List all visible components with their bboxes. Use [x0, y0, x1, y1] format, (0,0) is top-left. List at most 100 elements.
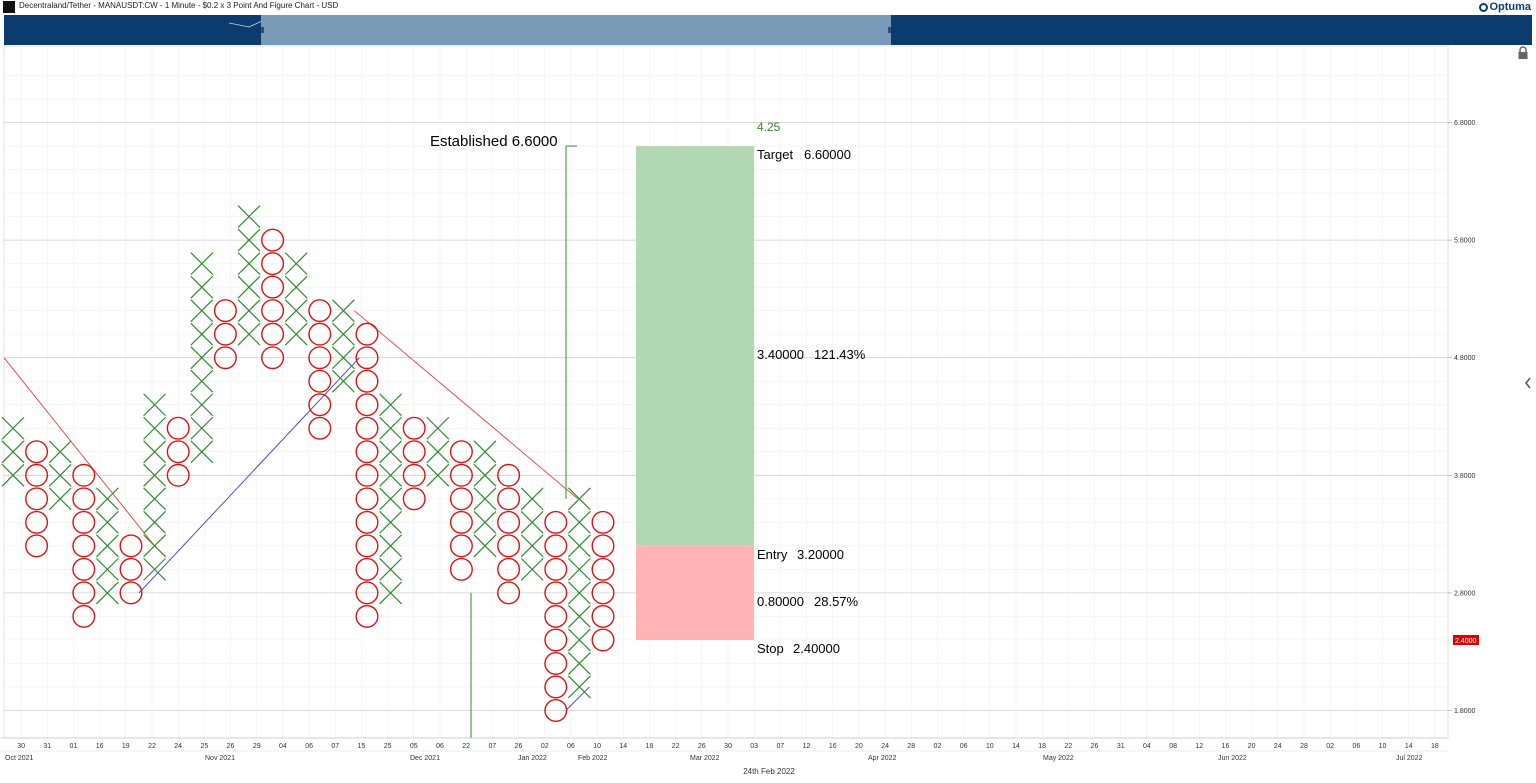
- x-mark: [379, 510, 403, 534]
- o-mark: [544, 651, 568, 675]
- x-tick-label: 14: [1405, 743, 1413, 750]
- o-mark: [72, 534, 96, 558]
- vertical-count-line: [470, 145, 577, 738]
- x-tick-label: 22: [462, 743, 470, 750]
- x-tick-label: 20: [855, 743, 863, 750]
- x-mark: [379, 393, 403, 417]
- x-mark: [143, 557, 167, 581]
- pnf-column: [1, 416, 25, 487]
- pnf-column: [544, 510, 568, 723]
- x-mark: [237, 299, 261, 323]
- x-mark: [567, 652, 591, 675]
- x-tick-label: 18: [1038, 743, 1046, 750]
- x-mark: [379, 557, 403, 581]
- x-mark: [379, 463, 403, 487]
- x-tick-label: 06: [436, 743, 444, 750]
- x-mark: [190, 369, 214, 393]
- x-tick-label: 20: [1248, 743, 1256, 750]
- x-mark: [190, 416, 214, 440]
- o-mark: [449, 463, 473, 487]
- o-mark: [308, 322, 332, 346]
- x-tick-label: 05: [410, 743, 418, 750]
- footer-date: 24th Feb 2022: [743, 767, 795, 776]
- x-tick-label: 14: [1012, 743, 1020, 750]
- x-mark: [567, 628, 591, 652]
- x-mark: [143, 393, 167, 417]
- app-icon[interactable]: [3, 1, 15, 13]
- o-mark: [72, 581, 96, 605]
- entry-value: 3.20000: [797, 547, 844, 562]
- x-month-label: Jun 2022: [1218, 755, 1247, 762]
- o-mark: [544, 604, 568, 628]
- y-tick-label: 4.8000: [1454, 355, 1476, 362]
- o-mark: [355, 510, 379, 534]
- x-month-label: Oct 2021: [5, 755, 34, 762]
- navigator-scrollbar[interactable]: [4, 15, 1532, 45]
- navigator-window[interactable]: [261, 15, 891, 45]
- x-tick-label: 07: [776, 743, 784, 750]
- o-mark: [213, 346, 237, 370]
- x-tick-label: 14: [619, 743, 627, 750]
- navigator-left-handle[interactable]: [261, 27, 264, 33]
- target-label: Target: [757, 147, 794, 162]
- x-mark: [95, 581, 119, 605]
- x-mark: [190, 299, 214, 323]
- o-mark: [355, 369, 379, 393]
- o-mark: [261, 228, 285, 252]
- risk-percent: 28.57%: [814, 594, 859, 609]
- o-mark: [25, 487, 49, 511]
- lock-icon[interactable]: [1516, 46, 1530, 60]
- x-mark: [190, 346, 214, 370]
- x-tick-label: 04: [1143, 743, 1151, 750]
- o-mark: [402, 440, 426, 464]
- x-tick-label: 07: [488, 743, 496, 750]
- navigator-right-handle[interactable]: [888, 27, 891, 33]
- o-mark: [25, 510, 49, 534]
- x-mark: [473, 510, 497, 534]
- x-mark: [143, 510, 167, 534]
- x-tick-label: 30: [17, 743, 25, 750]
- o-mark: [449, 440, 473, 464]
- x-mark: [190, 275, 214, 299]
- pnf-column: [72, 463, 96, 628]
- brand-logo: Optuma: [1479, 1, 1531, 13]
- y-tick-label: 6.8000: [1454, 120, 1476, 127]
- target-count-label: 4.25: [757, 120, 781, 134]
- x-mark: [95, 487, 119, 511]
- o-mark: [72, 463, 96, 487]
- x-mark: [237, 228, 261, 252]
- o-mark: [119, 557, 143, 581]
- o-mark: [544, 699, 568, 723]
- o-mark: [544, 581, 568, 605]
- o-mark: [166, 416, 190, 440]
- x-mark: [237, 252, 261, 276]
- o-mark: [72, 487, 96, 511]
- x-mark: [237, 205, 261, 229]
- reward-percent: 121.43%: [814, 347, 866, 362]
- o-mark: [497, 534, 521, 558]
- x-mark: [190, 393, 214, 417]
- o-mark: [213, 322, 237, 346]
- chevron-left-icon[interactable]: [1524, 377, 1532, 389]
- x-tick-label: 15: [358, 743, 366, 750]
- x-mark: [1, 416, 25, 440]
- optuma-logo-icon: [1479, 3, 1489, 12]
- o-mark: [402, 487, 426, 511]
- x-mark: [331, 299, 355, 323]
- x-tick-label: 07: [331, 743, 339, 750]
- x-mark: [143, 463, 167, 487]
- x-tick-label: 19: [122, 743, 130, 750]
- o-mark: [308, 369, 332, 393]
- x-mark: [1, 463, 25, 487]
- pnf-column: [237, 205, 261, 346]
- x-month-label: Nov 2021: [205, 755, 235, 762]
- x-tick-label: 03: [750, 743, 758, 750]
- o-mark: [261, 322, 285, 346]
- o-mark: [355, 322, 379, 346]
- o-mark: [355, 440, 379, 464]
- x-mark: [190, 322, 214, 346]
- x-tick-label: 31: [1117, 743, 1125, 750]
- pnf-column: [190, 252, 214, 464]
- x-mark: [143, 487, 167, 511]
